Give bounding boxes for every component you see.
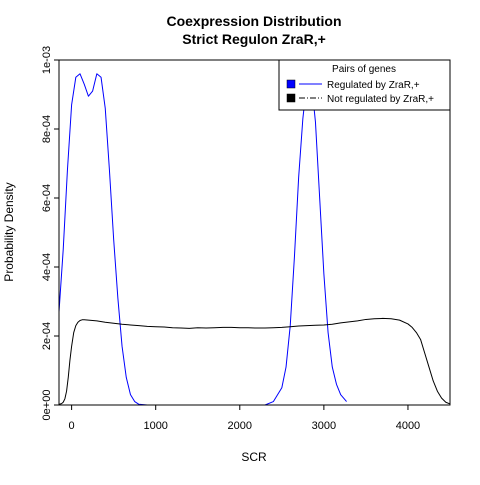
x-tick-label: 3000 [312,420,336,432]
x-tick-label: 2000 [228,420,252,432]
y-tick-label: 2e-04 [41,322,53,350]
legend-label-regulated: Regulated by ZraR,+ [327,80,420,91]
y-tick-label: 0e+00 [41,390,53,421]
legend-swatch-not-regulated [286,93,296,103]
legend-label-not-regulated: Not regulated by ZraR,+ [327,94,434,105]
legend-title: Pairs of genes [332,64,396,75]
y-tick-label: 6e-04 [41,184,53,212]
legend: Pairs of genes Regulated by ZraR,+ Not r… [278,59,451,111]
y-tick-label: 8e-04 [41,115,53,143]
axes-layer: 0 1000 2000 3000 4000 0e+00 2e-04 4e-04 6e-04 8e-… [41,46,420,432]
chart-subtitle: Strict Regulon ZraR,+ [182,31,326,47]
legend-box [278,59,451,111]
y-tick-label: 4e-04 [41,253,53,281]
series-line-not-regulated [58,317,451,405]
x-tick-label: 0 [69,420,75,432]
y-tick-label: 1e-03 [41,46,53,74]
x-axis-label: SCR [241,450,267,464]
plot-frame [58,59,451,406]
series-line-regulated [58,73,347,406]
x-tick-label: 1000 [143,420,167,432]
legend-swatch-regulated [286,79,296,89]
chart-title: Coexpression Distribution [166,13,341,29]
y-axis-label: Probability Density [2,182,16,281]
series-layer [58,73,451,406]
x-tick-label: 4000 [396,420,420,432]
